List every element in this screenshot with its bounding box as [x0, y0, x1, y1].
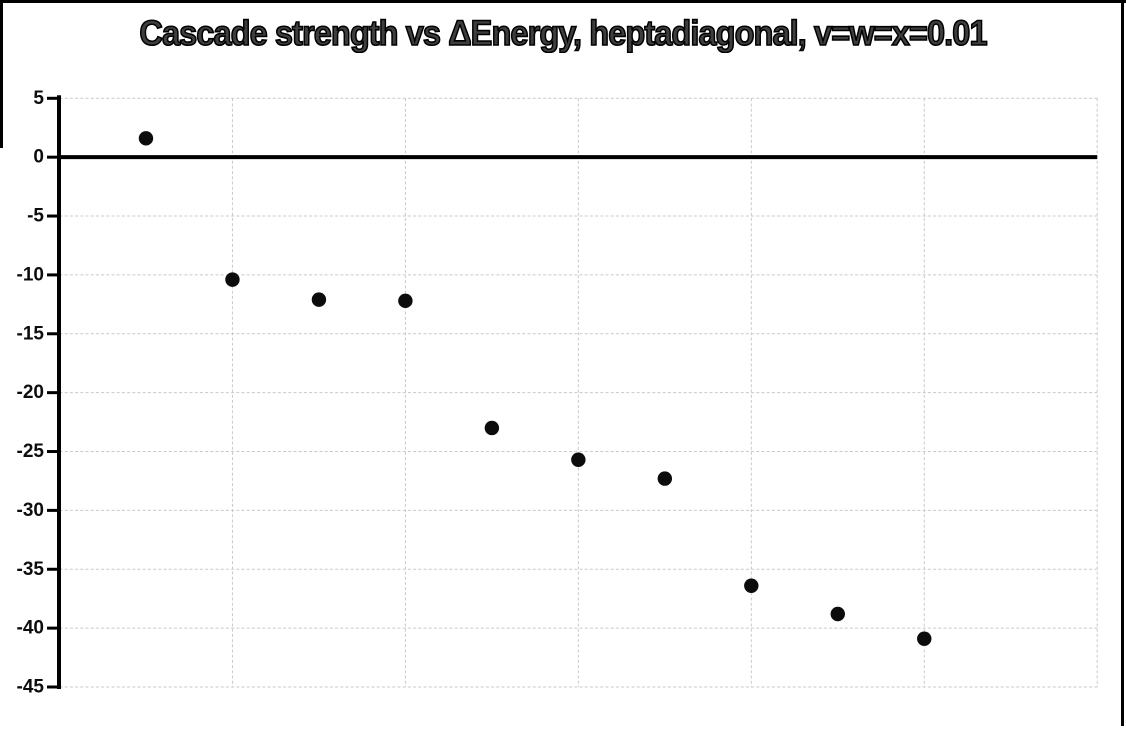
- y-tick-label: -5: [27, 206, 44, 227]
- chart-title: Cascade strength vs ΔEnergy, heptadiagon…: [139, 13, 989, 54]
- y-tick-label: -30: [17, 500, 44, 521]
- y-tick-label: -10: [17, 264, 44, 285]
- y-axis-ticks: [47, 96, 59, 689]
- y-tick-label: 0: [33, 147, 44, 168]
- data-point: [398, 293, 413, 309]
- data-point: [571, 452, 586, 467]
- frame-border-top: [0, 0, 1126, 3]
- data-point: [830, 606, 845, 622]
- frame-border-left: [0, 0, 3, 148]
- data-point: [917, 631, 932, 646]
- data-point: [657, 471, 673, 486]
- y-tick-label: -20: [17, 382, 44, 403]
- data-point: [225, 272, 240, 287]
- y-tick-label: -45: [17, 677, 45, 698]
- data-point: [311, 292, 327, 307]
- y-tick-label: -25: [17, 441, 45, 462]
- y-tick-label: -35: [17, 559, 45, 580]
- y-tick-label: 5: [33, 88, 44, 109]
- data-point: [138, 131, 154, 146]
- data-point: [744, 578, 759, 593]
- gridlines: [59, 97, 1098, 688]
- data-point: [484, 420, 500, 436]
- data-points: [138, 131, 932, 646]
- y-axis-labels: 5 0 -5 -10 -15 -20 -25 -30 -35 -40 -45: [17, 88, 45, 698]
- frame-border-right: [1121, 0, 1124, 726]
- y-tick-label: -15: [17, 323, 45, 344]
- y-tick-label: -40: [17, 618, 44, 639]
